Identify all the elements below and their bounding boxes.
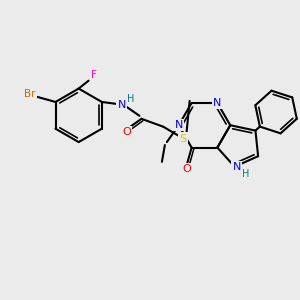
Text: N: N <box>213 98 222 108</box>
Text: Br: Br <box>24 89 35 99</box>
Text: N: N <box>175 120 183 130</box>
Text: H: H <box>242 169 249 178</box>
Text: O: O <box>182 164 191 174</box>
Text: O: O <box>122 127 131 137</box>
Text: F: F <box>91 70 97 80</box>
Text: H: H <box>127 94 134 104</box>
Text: S: S <box>179 134 187 144</box>
Text: N: N <box>118 100 126 110</box>
Text: N: N <box>232 162 241 172</box>
